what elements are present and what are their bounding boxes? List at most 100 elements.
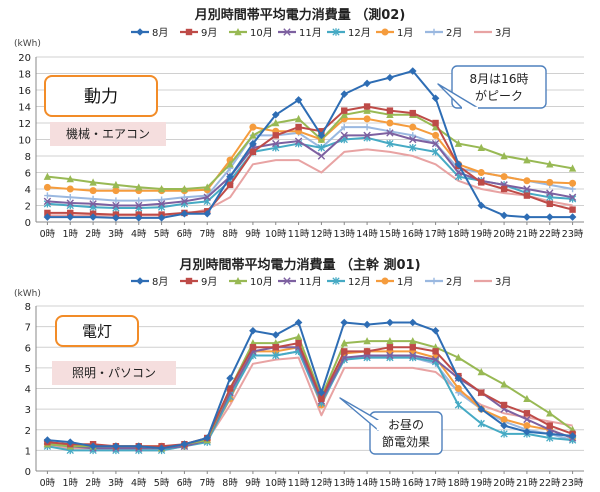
series-1-point-17 xyxy=(432,119,439,127)
y-tick-2: 4 xyxy=(25,185,31,196)
legend-item-1-label: 9月 xyxy=(201,276,217,288)
legend-item-1-label: 9月 xyxy=(201,27,217,39)
peak-callout-text-1: 8月は16時 xyxy=(470,72,529,86)
series-3-point-16 xyxy=(409,351,417,360)
series-0-point-16 xyxy=(408,318,417,327)
series-1-point-19 xyxy=(478,179,485,186)
series-5-point-17 xyxy=(432,131,440,139)
legend-item-6-icon-marker xyxy=(430,277,438,285)
legend-item-2-label: 10月 xyxy=(250,276,273,288)
series-6-point-3 xyxy=(112,197,120,204)
series-3-point-17 xyxy=(431,355,440,364)
series-5-point-9 xyxy=(249,123,257,131)
series-3-point-14 xyxy=(363,131,371,140)
series-0-point-8 xyxy=(226,172,234,181)
x-tick-10: 10時 xyxy=(265,229,287,240)
x-tick-2: 2時 xyxy=(85,478,101,488)
x-tick-18: 18時 xyxy=(448,229,470,240)
series-2-point-15 xyxy=(386,110,394,118)
series-0-point-19 xyxy=(477,405,486,413)
y-tick-4: 4 xyxy=(25,385,31,396)
series-0-point-9 xyxy=(249,139,257,148)
series-1-point-11 xyxy=(295,339,302,347)
x-tick-5: 5時 xyxy=(154,478,170,488)
x-tick-7: 7時 xyxy=(199,229,215,240)
x-tick-23: 23時 xyxy=(562,478,584,488)
x-tick-8: 8時 xyxy=(222,229,238,240)
series-0-point-14 xyxy=(363,320,371,329)
series-3-point-12 xyxy=(317,152,326,160)
series-2-point-20 xyxy=(500,152,508,160)
series-4-point-17 xyxy=(431,148,440,156)
series-1-point-19 xyxy=(478,389,485,396)
x-tick-1: 1時 xyxy=(62,229,78,240)
legend-item-2-icon-marker xyxy=(234,28,242,36)
y-tick-5: 10 xyxy=(18,136,31,147)
series-1-point-1 xyxy=(67,209,74,217)
series-3-point-0 xyxy=(43,197,52,206)
series-0-line xyxy=(47,321,573,450)
y-tick-3: 3 xyxy=(25,405,31,416)
series-2-point-13 xyxy=(340,110,348,118)
legend-item-0-label: 8月 xyxy=(152,276,168,288)
series-0-point-7 xyxy=(203,209,212,218)
x-tick-14: 14時 xyxy=(356,478,378,488)
series-2-line xyxy=(47,335,574,450)
series-6-point-14 xyxy=(363,123,371,131)
series-5-point-21 xyxy=(523,177,531,185)
series-5-point-20 xyxy=(500,173,508,181)
sublabel: 照明・パソコン xyxy=(72,366,156,380)
x-tick-3: 3時 xyxy=(108,229,124,240)
category-label: 電灯 xyxy=(82,322,112,340)
chart-top: 月別時間帯平均電力消費量 （測02) 8月 9月 10月 11月 12月 1月 2月 3月 (kW… xyxy=(14,7,584,240)
series-1-point-16 xyxy=(409,109,416,117)
legend-item-1-icon-marker xyxy=(185,28,193,36)
x-tick-23: 23時 xyxy=(562,229,584,240)
series-0-point-2 xyxy=(89,442,97,451)
series-0-point-3 xyxy=(112,442,120,451)
series-1-point-8 xyxy=(226,385,234,392)
legend-item-7-label: 3月 xyxy=(495,27,511,39)
x-tick-3: 3時 xyxy=(108,478,124,488)
series-5-point-18 xyxy=(454,385,462,392)
series-0-point-0 xyxy=(43,436,52,444)
series-1-point-22 xyxy=(546,422,553,429)
series-1-point-16 xyxy=(409,344,416,351)
series-2-point-16 xyxy=(409,337,417,345)
series-3-point-7 xyxy=(203,193,211,201)
series-4-point-10 xyxy=(272,351,280,360)
series-1-point-15 xyxy=(386,344,394,351)
series-3-point-1 xyxy=(66,199,74,207)
legend-item-0-icon-marker xyxy=(136,28,144,36)
series-6-point-4 xyxy=(135,197,142,204)
series-0-point-10 xyxy=(271,110,280,119)
x-tick-15: 15時 xyxy=(379,229,401,240)
series-0-point-23 xyxy=(568,432,577,440)
series-1-point-21 xyxy=(523,192,531,199)
series-5-point-22 xyxy=(546,178,554,186)
series-2-point-18 xyxy=(454,353,463,361)
legend-item-6-label: 2月 xyxy=(446,276,462,288)
series-0-point-1 xyxy=(66,213,75,221)
series-2-point-13 xyxy=(340,339,348,347)
y-tick-0: 0 xyxy=(25,467,31,478)
series-0-point-22 xyxy=(545,213,554,221)
lunch-callout-text-2: 節電効果 xyxy=(382,434,430,449)
legend-item-3-label: 11月 xyxy=(299,276,322,288)
x-tick-1: 1時 xyxy=(62,478,78,488)
series-1-point-10 xyxy=(272,132,279,139)
series-4-point-20 xyxy=(500,430,508,438)
legend-item-5-icon-marker xyxy=(381,277,389,285)
chart-bottom: 月別時間帯平均電力消費量 （主幹 測01) 8月 9月 10月 11月 12月 1月 2月 3月… xyxy=(14,257,584,489)
sublabel-box xyxy=(52,361,176,385)
series-group xyxy=(43,318,577,455)
series-0-point-6 xyxy=(180,440,189,448)
lunch-callout-box xyxy=(369,411,443,455)
y-tick-3: 6 xyxy=(25,169,31,180)
series-5-point-15 xyxy=(386,119,394,127)
series-2-point-22 xyxy=(546,160,554,168)
series-1-point-17 xyxy=(432,348,439,355)
legend-item-0-label: 8月 xyxy=(152,27,168,39)
legend-item-5-label: 1月 xyxy=(397,27,413,39)
legend-item-2-label: 10月 xyxy=(250,27,273,39)
